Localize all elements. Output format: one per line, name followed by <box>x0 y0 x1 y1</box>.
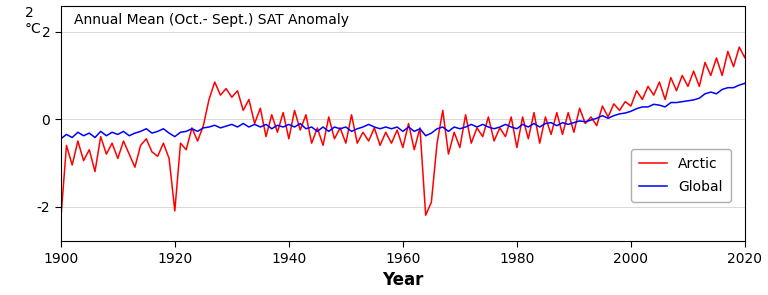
Line: Arctic: Arctic <box>61 14 768 220</box>
Global <box>56 137 65 141</box>
Text: Annual Mean (Oct.- Sept.) SAT Anomaly: Annual Mean (Oct.- Sept.) SAT Anomaly <box>74 13 349 27</box>
Global <box>119 130 128 133</box>
Arctic <box>307 141 316 145</box>
Global <box>284 123 293 126</box>
Global <box>307 125 316 129</box>
X-axis label: Year: Year <box>382 271 423 289</box>
Global <box>660 105 670 109</box>
Arctic <box>655 80 664 84</box>
Arctic <box>660 98 670 101</box>
Arctic <box>147 150 157 154</box>
Arctic <box>284 137 293 141</box>
Line: Global: Global <box>61 73 768 139</box>
Arctic <box>119 139 128 143</box>
Global <box>655 103 664 107</box>
Global <box>147 131 157 135</box>
Legend: Arctic, Global: Arctic, Global <box>631 149 731 202</box>
Text: 2
°C: 2 °C <box>25 6 41 36</box>
Arctic <box>56 218 65 222</box>
